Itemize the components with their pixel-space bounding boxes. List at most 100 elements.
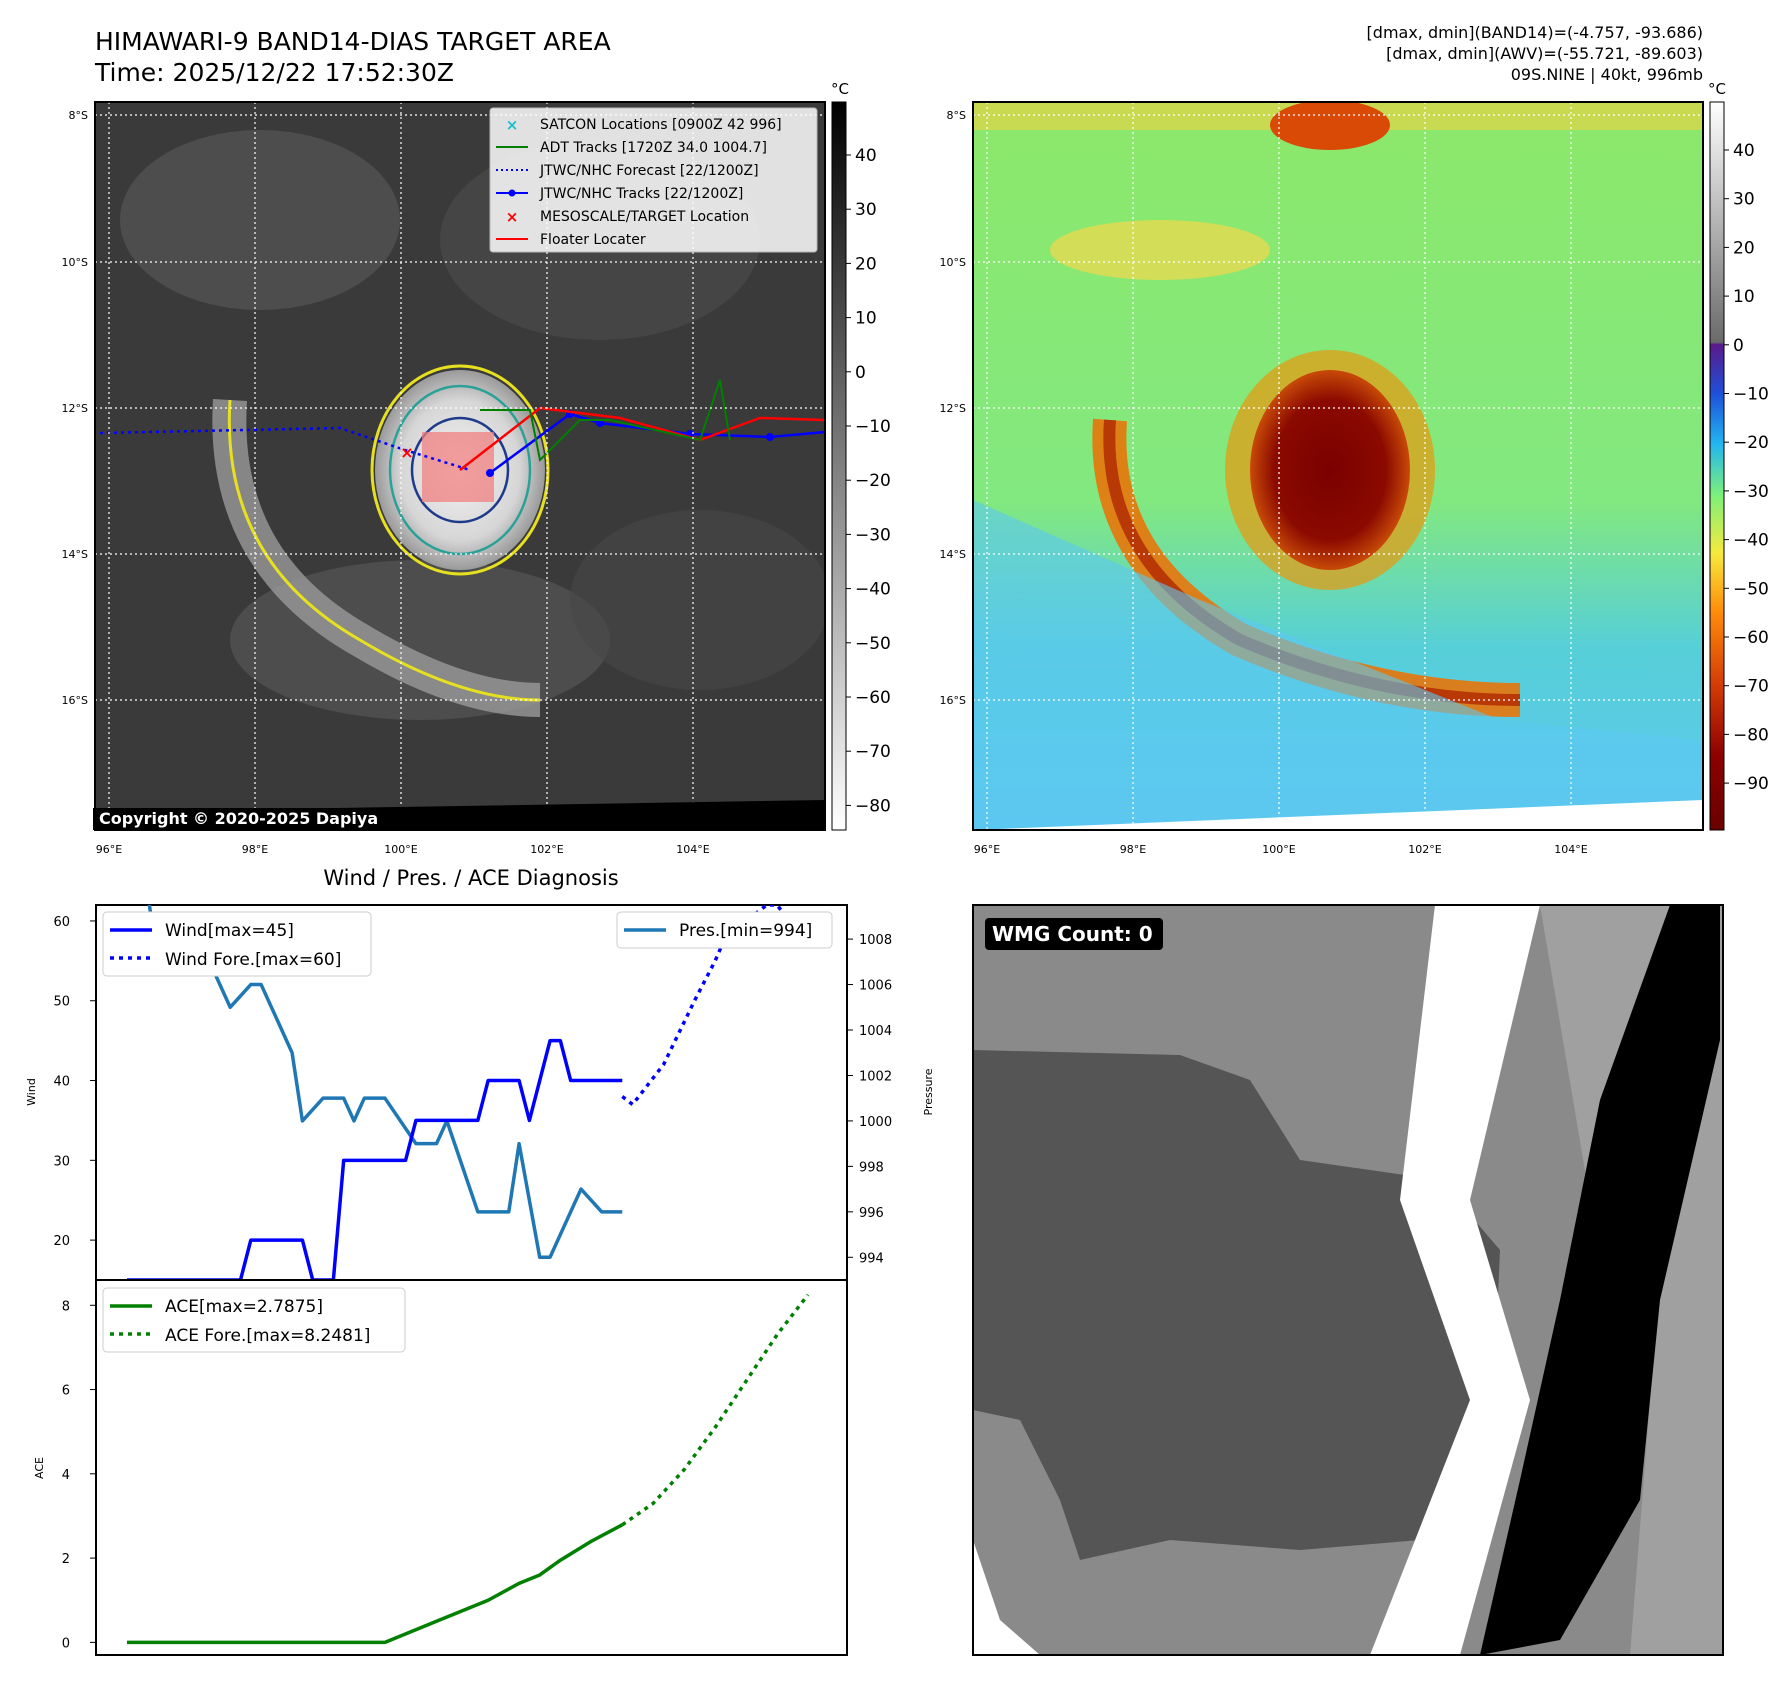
wind-tick-label: 50 — [53, 995, 70, 1010]
legend-dot — [508, 189, 516, 197]
colorbar-tick-label: −50 — [855, 634, 891, 654]
left-colorbar — [831, 101, 847, 831]
lat-label: 8°S — [947, 109, 966, 122]
colorbar-tick-label: 10 — [1733, 287, 1755, 307]
colorbar-tick-label: 0 — [855, 363, 866, 383]
wind-y-ticks: 20 30 40 50 60 — [53, 915, 96, 1249]
left-map-grid — [95, 102, 825, 830]
pressure-y-ticks: 994 996 998 1000 1002 1004 1006 1008 — [847, 933, 892, 1266]
colorbar-tick-label: −80 — [855, 796, 891, 816]
colorbar-tick-label: −40 — [855, 580, 891, 600]
colorbar-tick-label: 20 — [1733, 238, 1755, 258]
lon-label: 100°E — [1262, 843, 1295, 856]
info-band14: [dmax, dmin](BAND14)=(-4.757, -93.686) — [1367, 23, 1703, 42]
copyright-box — [93, 808, 403, 830]
lat-label: 8°S — [69, 109, 88, 122]
pressure-tick-label: 996 — [859, 1206, 884, 1221]
lon-label: 104°E — [1554, 843, 1587, 856]
legend-label: Floater Locater — [540, 232, 646, 248]
legend-marker: × — [506, 116, 519, 134]
colorbar-tick-label: 40 — [1733, 141, 1755, 161]
info-storm: 09S.NINE | 40kt, 996mb — [1511, 65, 1703, 84]
wmg-black-band — [1480, 905, 1720, 1655]
left-colorbar-ticks: 40 30 20 10 0 −10 −20 −30 −40 −50 −60 −70 −80 — [846, 146, 891, 816]
left-map-legend: × SATCON Locations [0900Z 42 996] ADT Trac… — [489, 107, 818, 253]
left-lon-labels: 96°E 98°E 100°E 102°E 104°E — [96, 843, 710, 856]
legend-label: MESOSCALE/TARGET Location — [540, 209, 749, 225]
ace-tick-label: 6 — [62, 1384, 70, 1399]
ace-line — [127, 1523, 624, 1645]
colorbar-tick-label: 30 — [855, 200, 877, 220]
right-lon-labels: 96°E 98°E 100°E 102°E 104°E — [974, 843, 1588, 856]
wmg-dark-region — [973, 1050, 1500, 1560]
colorbar-tick-label: −10 — [855, 417, 891, 437]
pressure-tick-label: 1002 — [859, 1069, 892, 1084]
wmg-panel: WMG Count: 0 — [972, 904, 1724, 1656]
lon-label: 104°E — [676, 843, 709, 856]
wind-tick-label: 40 — [53, 1075, 70, 1090]
wind-forecast-legend-item: Wind Fore.[max=60] — [165, 950, 341, 970]
colorbar-tick-label: 0 — [1733, 336, 1744, 356]
ace-y-label: ACE — [33, 1457, 46, 1479]
floater-locater-line — [459, 406, 825, 471]
lat-label: 12°S — [62, 402, 88, 415]
wind-tick-label: 60 — [53, 915, 70, 930]
wind-y-label: Wind — [25, 1078, 38, 1106]
lat-label: 14°S — [62, 548, 88, 561]
figure-title: HIMAWARI-9 BAND14-DIAS TARGET AREA — [95, 27, 611, 56]
lon-label: 96°E — [96, 843, 122, 856]
wind-legend-item: Wind[max=45] — [165, 921, 294, 941]
right-colorbar — [1709, 101, 1725, 831]
colorbar-tick-label: −60 — [1733, 628, 1769, 648]
ace-legend: ACE[max=2.7875] ACE Fore.[max=8.2481] — [102, 1287, 406, 1353]
info-awv: [dmax, dmin](AWV)=(-55.721, -89.603) — [1386, 44, 1703, 63]
colorbar-tick-label: −20 — [855, 471, 891, 491]
legend-label: JTWC/NHC Forecast [22/1200Z] — [539, 163, 759, 179]
wind-tick-label: 20 — [53, 1234, 70, 1249]
lon-label: 102°E — [1408, 843, 1441, 856]
wind-forecast-line — [621, 905, 810, 1107]
wind-legend: Wind[max=45] Wind Fore.[max=60] — [102, 911, 372, 977]
right-map-grid — [973, 102, 1703, 830]
colorbar-tick-label: −30 — [855, 525, 891, 545]
lon-label: 96°E — [974, 843, 1000, 856]
colorbar-tick-label: −70 — [855, 742, 891, 762]
colorbar-tick-label: −30 — [1733, 482, 1769, 502]
pressure-tick-label: 1000 — [859, 1115, 892, 1130]
legend-label: SATCON Locations [0900Z 42 996] — [540, 117, 782, 133]
adt-track-line — [480, 379, 731, 463]
pressure-tick-label: 1008 — [859, 933, 892, 948]
ace-forecast-line — [621, 1293, 810, 1527]
ace-panel: 0 2 4 6 8 ACE ACE[max=2.7875] ACE Fore.[max=… — [33, 1279, 848, 1656]
left-colorbar-unit: °C — [831, 80, 849, 98]
legend-marker: × — [506, 208, 519, 226]
colorbar-tick-label: −90 — [1733, 774, 1769, 794]
ace-y-ticks: 0 2 4 6 8 — [62, 1299, 96, 1651]
pressure-line — [147, 905, 623, 1260]
jtwc-forecast-line — [99, 426, 471, 472]
wmg-count-label: WMG Count: 0 — [992, 922, 1153, 946]
pressure-tick-label: 994 — [859, 1251, 884, 1266]
copyright-text: Copyright © 2020-2025 Dapiya — [99, 809, 378, 828]
right-lat-labels: 8°S 10°S 12°S 14°S 16°S — [940, 109, 966, 707]
lat-label: 16°S — [62, 694, 88, 707]
legend-label: ADT Tracks [1720Z 34.0 1004.7] — [540, 140, 767, 156]
storm-core — [1250, 370, 1410, 570]
ace-legend-item: ACE[max=2.7875] — [165, 1297, 323, 1317]
wind-pressure-panel: 20 30 40 50 60 994 996 998 1000 1002 1004 1006 1008… — [25, 904, 935, 1281]
colorbar-tick-label: −80 — [1733, 725, 1769, 745]
colorbar-tick-label: −40 — [1733, 531, 1769, 551]
ace-tick-label: 4 — [62, 1468, 70, 1483]
lat-label: 10°S — [940, 256, 966, 269]
colorbar-tick-label: −10 — [1733, 385, 1769, 405]
left-lat-labels: 8°S 10°S 12°S 14°S 16°S — [62, 109, 88, 707]
target-marker: × — [400, 443, 413, 462]
pressure-tick-label: 1004 — [859, 1024, 892, 1039]
colorbar-tick-label: −60 — [855, 688, 891, 708]
pressure-legend: Pres.[min=994] — [616, 911, 833, 949]
ace-tick-label: 0 — [62, 1636, 70, 1651]
wmg-white-band — [1370, 905, 1540, 1655]
legend-label: JTWC/NHC Tracks [22/1200Z] — [539, 186, 743, 202]
lon-label: 102°E — [530, 843, 563, 856]
right-colorbar-ticks: 40 30 20 10 0 −10 −20 −30 −40 −50 −60 −70 −80 −90 — [1724, 141, 1769, 794]
